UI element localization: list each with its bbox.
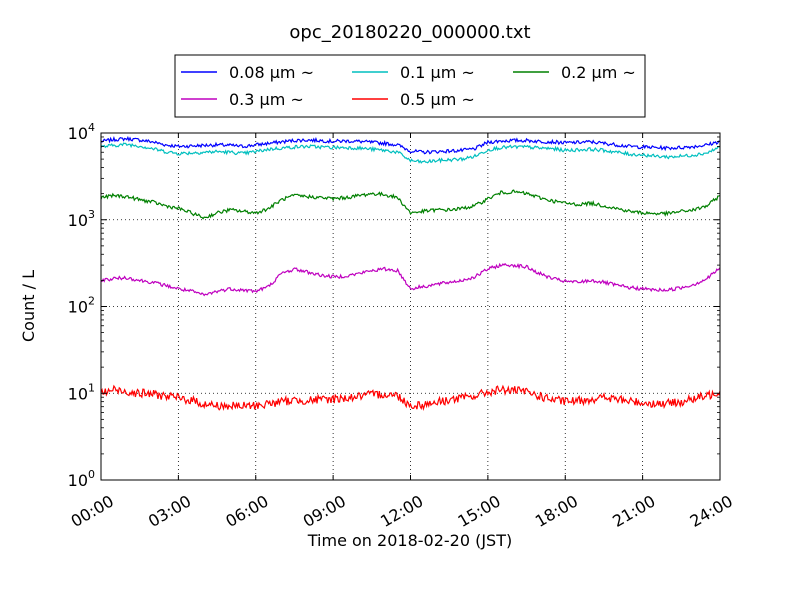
legend-entry: 0.08 µm ~ bbox=[229, 63, 314, 82]
legend-entry: 0.3 µm ~ bbox=[229, 90, 304, 109]
series-line bbox=[100, 142, 721, 164]
series-line bbox=[100, 189, 721, 220]
x-axis-label: Time on 2018-02-20 (JST) bbox=[307, 531, 512, 550]
series-line bbox=[100, 262, 721, 297]
series-lines bbox=[100, 135, 721, 411]
y-tick-label: 102 bbox=[68, 295, 95, 317]
y-axis: 100 101 102 103 104 bbox=[68, 121, 720, 490]
series-line bbox=[100, 135, 721, 155]
y-axis-label: Count / L bbox=[19, 270, 38, 342]
legend-entry: 0.5 µm ~ bbox=[400, 90, 475, 109]
legend: 0.08 µm ~ 0.1 µm ~ 0.2 µm ~ 0.3 µm ~ 0.5 µm … bbox=[174, 54, 646, 118]
legend-entry: 0.2 µm ~ bbox=[561, 63, 636, 82]
chart-title: opc_20180220_000000.txt bbox=[289, 22, 530, 43]
y-tick-label: 103 bbox=[68, 208, 95, 230]
series-line bbox=[100, 384, 721, 411]
y-tick-label: 100 bbox=[68, 468, 95, 490]
legend-entry: 0.1 µm ~ bbox=[400, 63, 475, 82]
y-tick-label: 101 bbox=[68, 381, 95, 403]
y-tick-label: 104 bbox=[68, 121, 95, 143]
